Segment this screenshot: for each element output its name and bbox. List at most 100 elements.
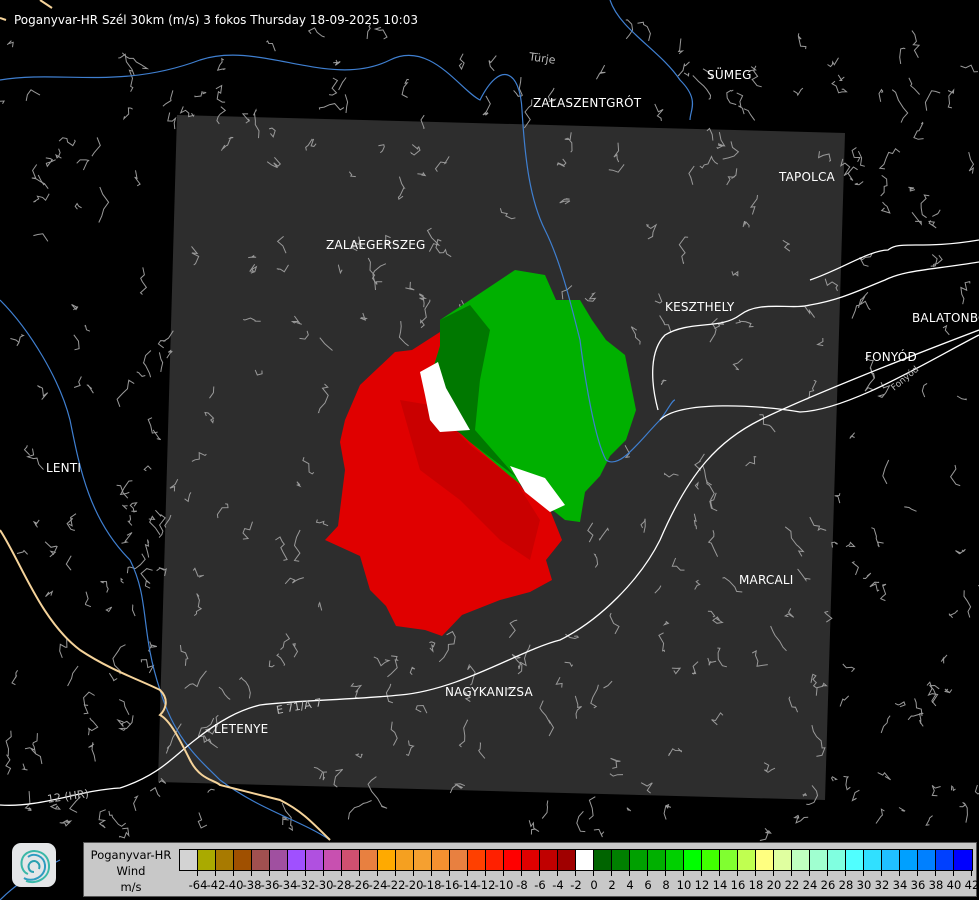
settlement-outline xyxy=(914,698,923,717)
settlement-outline xyxy=(699,155,719,169)
settlement-outline xyxy=(116,484,129,499)
settlement-outline xyxy=(116,719,132,727)
settlement-outline xyxy=(49,803,61,810)
settlement-outline xyxy=(716,132,726,149)
legend-tick-mark xyxy=(503,870,504,876)
legend-tick-mark xyxy=(431,870,432,876)
settlement-outline xyxy=(847,166,858,181)
legend-color-cell xyxy=(918,850,936,870)
settlement-outline xyxy=(243,317,261,322)
legend-tick-label: -20 xyxy=(404,878,424,892)
settlement-outline xyxy=(770,625,787,652)
settlement-outline xyxy=(745,456,757,467)
legend-tick-label: 20 xyxy=(766,878,782,892)
settlement-outline xyxy=(880,715,891,734)
settlement-outline xyxy=(654,103,664,121)
settlement-outline xyxy=(157,330,174,349)
settlement-outline xyxy=(166,349,173,359)
settlement-outline xyxy=(359,312,368,321)
settlement-outline xyxy=(397,176,406,201)
settlement-outline xyxy=(293,529,301,562)
settlement-outline xyxy=(869,581,880,592)
settlement-outline xyxy=(694,481,699,490)
settlement-outline xyxy=(347,800,372,820)
settlement-outline xyxy=(313,766,324,780)
settlement-outline xyxy=(960,64,979,73)
legend-tick-label: -10 xyxy=(494,878,514,892)
settlement-outline xyxy=(947,88,955,109)
legend-tick-label: -34 xyxy=(278,878,298,892)
settlement-outline xyxy=(731,270,739,277)
settlement-outline xyxy=(276,653,286,666)
legend-tick-label: -18 xyxy=(422,878,442,892)
settlement-outline xyxy=(358,236,363,249)
legend-color-cell xyxy=(702,850,720,870)
settlement-outline xyxy=(488,55,497,72)
settlement-outline xyxy=(122,504,128,510)
settlement-outline xyxy=(123,107,133,121)
settlement-outline xyxy=(108,810,127,827)
settlement-outline xyxy=(508,619,518,639)
settlement-outline xyxy=(842,663,856,673)
settlement-outline xyxy=(84,591,92,608)
settlement-outline xyxy=(6,40,14,48)
legend-tick-mark xyxy=(917,870,918,876)
settlement-outline xyxy=(871,527,884,548)
settlement-outline xyxy=(169,478,179,492)
settlement-outline xyxy=(266,156,281,169)
settlement-outline xyxy=(880,201,891,214)
legend-color-cell xyxy=(306,850,324,870)
settlement-outline xyxy=(944,688,953,694)
settlement-outline xyxy=(678,236,689,264)
settlement-outline xyxy=(593,553,599,568)
settlement-outline xyxy=(216,106,227,125)
settlement-outline xyxy=(11,670,19,686)
settlement-outline xyxy=(598,527,609,541)
settlement-outline xyxy=(793,814,809,824)
settlement-outline xyxy=(458,53,465,71)
settlement-outline xyxy=(499,208,516,220)
settlement-outline xyxy=(827,57,839,68)
legend-color-cell xyxy=(738,850,756,870)
settlement-outline xyxy=(810,673,818,689)
settlement-outline xyxy=(609,612,620,635)
legend-tick-label: 16 xyxy=(730,878,746,892)
settlement-outline xyxy=(840,158,851,177)
settlement-outline xyxy=(67,665,79,687)
settlement-outline xyxy=(215,84,226,103)
legend-tick-mark xyxy=(647,870,648,876)
settlement-outline xyxy=(148,515,161,536)
settlement-outline xyxy=(782,239,791,252)
legend-color-cell xyxy=(666,850,684,870)
settlement-outline xyxy=(37,385,49,400)
legend-tick-label: 12 xyxy=(694,878,710,892)
legend-tick-mark xyxy=(719,870,720,876)
settlement-outline xyxy=(156,567,167,577)
settlement-outline xyxy=(924,90,941,111)
settlement-outline xyxy=(654,293,663,304)
settlement-outline xyxy=(702,465,712,486)
legend-tick-mark xyxy=(467,870,468,876)
settlement-outline xyxy=(192,567,204,578)
settlement-outline xyxy=(663,803,672,820)
settlement-outline xyxy=(908,77,920,95)
legend-tick-label: -28 xyxy=(332,878,352,892)
settlement-outline xyxy=(385,234,392,245)
settlement-outline xyxy=(467,664,476,686)
settlement-outline xyxy=(24,791,32,811)
settlement-outline xyxy=(74,202,82,210)
legend-tick-label: 38 xyxy=(928,878,944,892)
settlement-outline xyxy=(239,676,251,699)
settlement-outline xyxy=(694,579,701,590)
settlement-outline xyxy=(333,59,341,66)
settlement-outline xyxy=(706,127,714,141)
settlement-outline xyxy=(882,459,890,485)
settlement-outline xyxy=(831,541,838,548)
city-label-tapolca: TAPOLCA xyxy=(779,170,835,184)
settlement-outline xyxy=(709,318,718,343)
legend-color-cell xyxy=(954,850,972,870)
settlement-outline xyxy=(385,683,394,704)
settlement-outline xyxy=(292,643,299,658)
settlement-outline xyxy=(688,165,695,185)
